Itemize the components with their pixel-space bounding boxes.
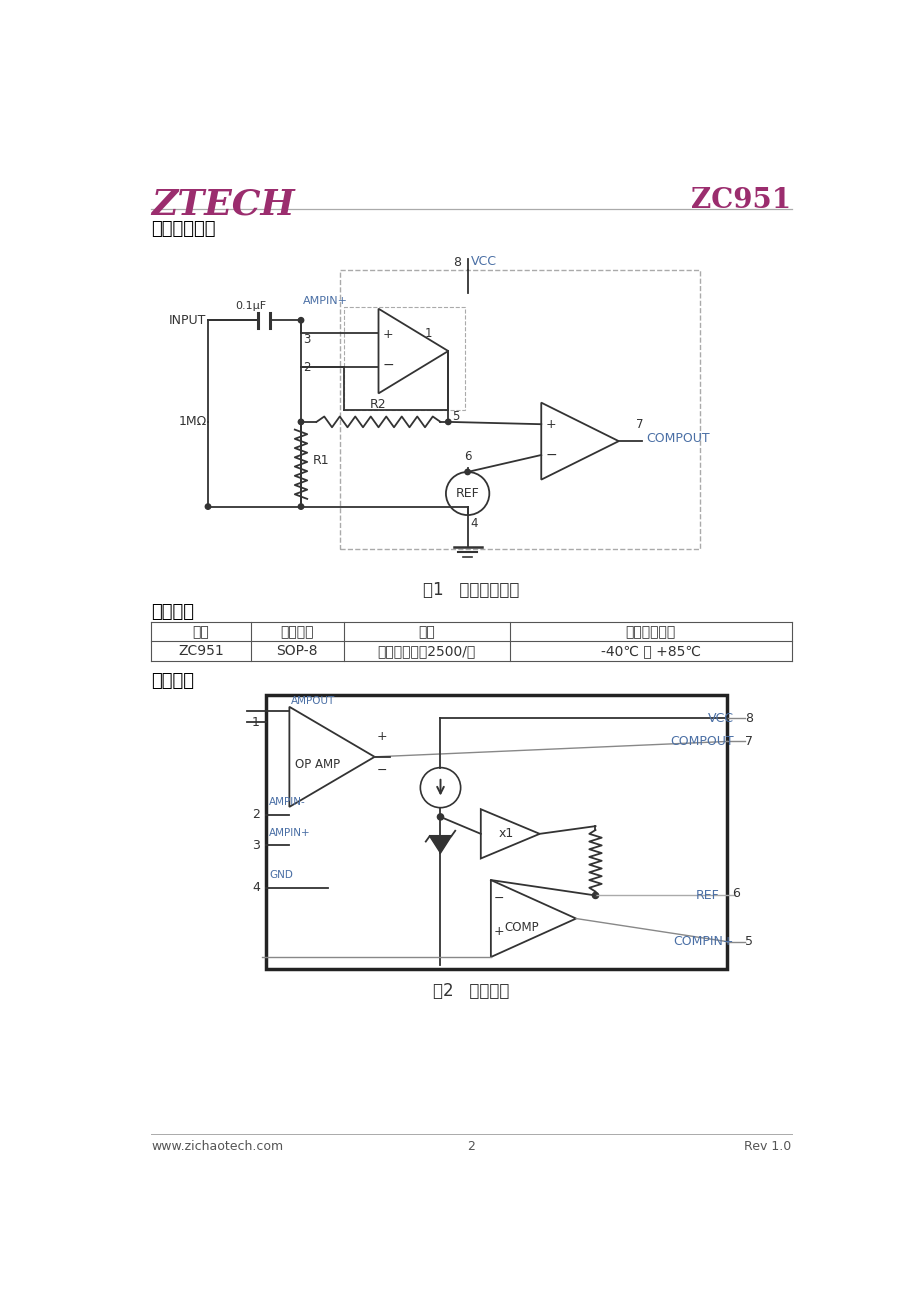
Text: 封装形式: 封装形式 [280,625,313,639]
Text: INPUT: INPUT [169,314,206,327]
Text: 2: 2 [467,1141,475,1154]
Text: AMPIN+: AMPIN+ [303,297,348,306]
Text: VCC: VCC [471,255,496,268]
Text: 工作温度范围: 工作温度范围 [625,625,675,639]
Text: COMPOUT: COMPOUT [669,734,732,747]
Circle shape [205,504,210,509]
Text: GND: GND [269,871,293,880]
Text: 2: 2 [303,362,311,375]
Text: 图1   典型应用电路: 图1 典型应用电路 [423,581,519,599]
Text: 1: 1 [252,716,260,729]
Text: 包装: 包装 [418,625,435,639]
Text: 2: 2 [252,809,260,822]
Text: 7: 7 [744,734,753,747]
Text: 8: 8 [744,712,753,725]
Text: COMP: COMP [504,922,539,935]
Text: 6: 6 [463,449,471,462]
Text: COMPIN+: COMPIN+ [672,935,732,948]
Text: REF: REF [455,487,479,500]
Text: −: − [382,358,393,372]
Text: -40℃ 到 +85℃: -40℃ 到 +85℃ [600,644,699,658]
Text: +: + [382,328,392,341]
Text: −: − [377,764,387,777]
Text: OP AMP: OP AMP [295,758,340,771]
Text: 图2   原理框图: 图2 原理框图 [433,982,509,1000]
Text: COMPOUT: COMPOUT [645,432,709,445]
Text: 1: 1 [425,327,432,340]
Bar [344,307,465,410]
Text: REF: REF [695,889,719,902]
Text: AMPIN-: AMPIN- [269,797,306,807]
Bar [339,271,699,549]
Text: 4: 4 [252,881,260,894]
Circle shape [464,469,470,475]
Text: AMPIN+: AMPIN+ [269,828,311,838]
Text: +: + [377,730,387,743]
Text: VCC: VCC [707,712,732,725]
Text: 1MΩ: 1MΩ [178,415,206,428]
Bar [266,695,726,969]
Circle shape [592,892,598,898]
Circle shape [298,504,303,509]
Text: R1: R1 [312,454,329,467]
Text: −: − [545,448,557,462]
Text: 5: 5 [451,410,459,423]
Text: ZC951: ZC951 [691,187,790,214]
Text: +: + [494,926,504,939]
Text: x1: x1 [498,827,514,840]
Circle shape [298,318,303,323]
Text: −: − [494,892,504,905]
Text: 5: 5 [744,935,753,948]
Polygon shape [429,836,451,853]
Circle shape [445,419,450,424]
Text: Rev 1.0: Rev 1.0 [743,1141,790,1154]
Text: 典型应用电路: 典型应用电路 [152,220,216,238]
Text: 6: 6 [732,888,739,901]
Text: 0.1μF: 0.1μF [235,302,266,311]
Text: 3: 3 [252,838,260,852]
Circle shape [437,814,443,820]
Text: 4: 4 [470,517,477,530]
Text: 型号: 型号 [192,625,210,639]
Text: +: + [545,418,556,431]
Text: ZC951: ZC951 [178,644,223,658]
Text: SOP-8: SOP-8 [276,644,318,658]
Text: 编带，盘装，2500/盘: 编带，盘装，2500/盘 [377,644,475,658]
Text: 3: 3 [303,332,311,345]
Text: AMPOUT: AMPOUT [290,697,335,707]
Text: 订购信息: 订购信息 [152,603,194,621]
Text: www.zichaotech.com: www.zichaotech.com [152,1141,283,1154]
Text: 7: 7 [635,418,642,431]
Text: R2: R2 [369,398,386,411]
Circle shape [298,419,303,424]
Text: 原理框图: 原理框图 [152,672,194,690]
Text: ZTECH: ZTECH [152,187,295,221]
Text: 8: 8 [453,256,461,270]
